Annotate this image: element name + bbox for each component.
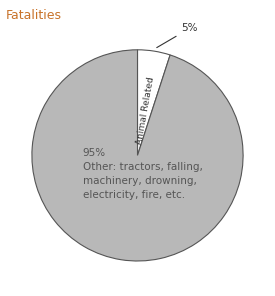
- Text: Animal Related: Animal Related: [136, 76, 156, 146]
- Text: 5%: 5%: [157, 23, 198, 48]
- Text: 95%
Other: tractors, falling,
machinery, drowning,
electricity, fire, etc.: 95% Other: tractors, falling, machinery,…: [82, 148, 202, 200]
- Wedge shape: [138, 50, 170, 155]
- Text: Fatalities: Fatalities: [6, 9, 62, 22]
- Wedge shape: [32, 50, 243, 261]
